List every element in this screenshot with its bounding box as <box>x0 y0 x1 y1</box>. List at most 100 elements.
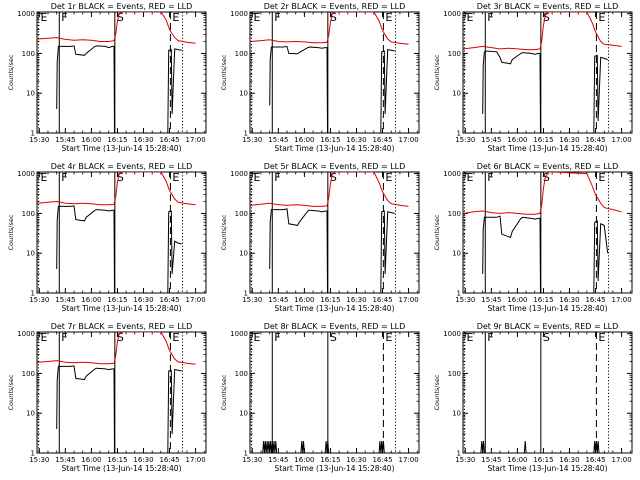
lld-series-line <box>250 12 409 45</box>
x-tick-label: 16:45 <box>159 456 179 464</box>
y-tick-label: 100 <box>448 210 461 218</box>
detector-panel: Det 8r BLACK = Events, RED = LLD 1 10 100 10… <box>213 320 426 480</box>
event-marker-label: E <box>253 11 260 24</box>
y-tick-label: 1000 <box>230 170 248 178</box>
event-marker-label: F <box>487 331 493 344</box>
event-marker-label: F <box>61 331 67 344</box>
x-axis-label: Start Time (13-Jun-14 15:28:40) <box>275 464 395 473</box>
x-tick-label: 16:00 <box>294 296 314 304</box>
panel-title: Det 7r BLACK = Events, RED = LLD <box>51 322 193 331</box>
panel-title: Det 2r BLACK = Events, RED = LLD <box>264 2 406 11</box>
x-tick-label: 16:45 <box>372 456 392 464</box>
y-tick-label: 10 <box>239 410 248 418</box>
x-tick-label: 16:15 <box>320 136 340 144</box>
panel-plot: Det 1r BLACK = Events, RED = LLD 1 10 100 10… <box>7 2 207 153</box>
x-tick-label: 17:00 <box>398 296 418 304</box>
y-tick-label: 10 <box>26 90 35 98</box>
x-axis-label: Start Time (13-Jun-14 15:28:40) <box>62 464 182 473</box>
detector-panel: Det 7r BLACK = Events, RED = LLD 1 10 100 10… <box>0 320 213 480</box>
plot-frame <box>462 11 633 134</box>
plot-frame <box>36 11 207 134</box>
event-marker-label: S <box>330 171 337 184</box>
panel-plot: Det 5r BLACK = Events, RED = LLD 1 10 100 10… <box>220 162 420 313</box>
y-tick-label: 100 <box>22 50 35 58</box>
x-tick-label: 15:30 <box>29 136 49 144</box>
event-marker-label: S <box>117 11 124 24</box>
x-tick-label: 15:45 <box>268 296 288 304</box>
event-marker-label: E <box>598 331 605 344</box>
y-tick-label: 100 <box>235 210 248 218</box>
x-axis-label: Start Time (13-Jun-14 15:28:40) <box>275 144 395 153</box>
x-tick-label: 15:30 <box>29 456 49 464</box>
events-series-line <box>480 440 622 453</box>
event-marker-label: S <box>543 331 550 344</box>
y-axis-label: Counts/sec <box>433 214 441 250</box>
panel-title: Det 9r BLACK = Events, RED = LLD <box>477 322 619 331</box>
x-tick-label: 16:00 <box>294 136 314 144</box>
x-tick-label: 16:30 <box>559 456 579 464</box>
x-tick-label: 17:00 <box>611 136 631 144</box>
event-marker-label: E <box>385 331 392 344</box>
event-marker-label: S <box>117 171 124 184</box>
event-marker-label: F <box>274 11 280 24</box>
event-marker-label: E <box>466 11 473 24</box>
panel-title: Det 8r BLACK = Events, RED = LLD <box>264 322 406 331</box>
events-series-line <box>482 50 608 133</box>
y-tick-label: 1 <box>244 130 248 138</box>
x-tick-label: 17:00 <box>185 136 205 144</box>
event-marker-label: S <box>330 11 337 24</box>
x-tick-label: 16:45 <box>159 296 179 304</box>
y-tick-label: 1 <box>31 130 35 138</box>
y-tick-label: 10 <box>26 250 35 258</box>
detector-panel: Det 9r BLACK = Events, RED = LLD 1 10 100 10… <box>426 320 639 480</box>
event-marker-label: E <box>172 171 179 184</box>
y-axis-label: Counts/sec <box>220 214 228 250</box>
event-marker-label: E <box>253 331 260 344</box>
panel-plot: Det 8r BLACK = Events, RED = LLD 1 10 100 10… <box>220 322 420 473</box>
y-tick-label: 1 <box>457 290 461 298</box>
x-axis-label: Start Time (13-Jun-14 15:28:40) <box>488 144 608 153</box>
panel-title: Det 3r BLACK = Events, RED = LLD <box>477 2 619 11</box>
event-marker-label: E <box>253 171 260 184</box>
event-marker-label: F <box>487 11 493 24</box>
event-marker-label: E <box>598 11 605 24</box>
x-tick-label: 16:00 <box>507 136 527 144</box>
x-tick-label: 16:30 <box>559 296 579 304</box>
x-tick-label: 15:45 <box>268 456 288 464</box>
detector-panel: Det 4r BLACK = Events, RED = LLD 1 10 100 10… <box>0 160 213 320</box>
y-tick-label: 1 <box>457 130 461 138</box>
x-tick-label: 15:45 <box>481 296 501 304</box>
y-tick-label: 1000 <box>17 10 35 18</box>
detector-panel: Det 6r BLACK = Events, RED = LLD 1 10 100 10… <box>426 160 639 320</box>
x-tick-label: 16:45 <box>585 456 605 464</box>
detector-panel: Det 3r BLACK = Events, RED = LLD 1 10 100 10… <box>426 0 639 160</box>
plot-frame <box>249 11 420 134</box>
x-tick-label: 17:00 <box>398 456 418 464</box>
y-tick-label: 100 <box>22 370 35 378</box>
x-tick-label: 16:15 <box>107 296 127 304</box>
x-tick-label: 16:45 <box>585 136 605 144</box>
lld-series-line <box>37 172 196 206</box>
x-tick-label: 15:30 <box>29 296 49 304</box>
x-tick-label: 16:45 <box>585 296 605 304</box>
x-tick-label: 15:30 <box>455 296 475 304</box>
y-tick-label: 100 <box>235 50 248 58</box>
event-marker-label: E <box>598 171 605 184</box>
y-tick-label: 100 <box>448 50 461 58</box>
y-tick-label: 100 <box>448 370 461 378</box>
events-series-line <box>262 440 409 453</box>
x-tick-label: 16:45 <box>372 296 392 304</box>
event-marker-label: S <box>543 11 550 24</box>
y-tick-label: 1 <box>244 450 248 458</box>
y-tick-label: 10 <box>239 90 248 98</box>
lld-series-line <box>37 12 196 44</box>
y-axis-label: Counts/sec <box>220 54 228 90</box>
x-axis-label: Start Time (13-Jun-14 15:28:40) <box>62 304 182 313</box>
x-tick-label: 16:30 <box>133 456 153 464</box>
panel-plot: Det 6r BLACK = Events, RED = LLD 1 10 100 10… <box>433 162 633 313</box>
x-tick-label: 15:45 <box>55 296 75 304</box>
detector-panel: Det 5r BLACK = Events, RED = LLD 1 10 100 10… <box>213 160 426 320</box>
events-series-line <box>269 208 395 293</box>
x-tick-label: 15:45 <box>481 456 501 464</box>
x-tick-label: 17:00 <box>611 296 631 304</box>
